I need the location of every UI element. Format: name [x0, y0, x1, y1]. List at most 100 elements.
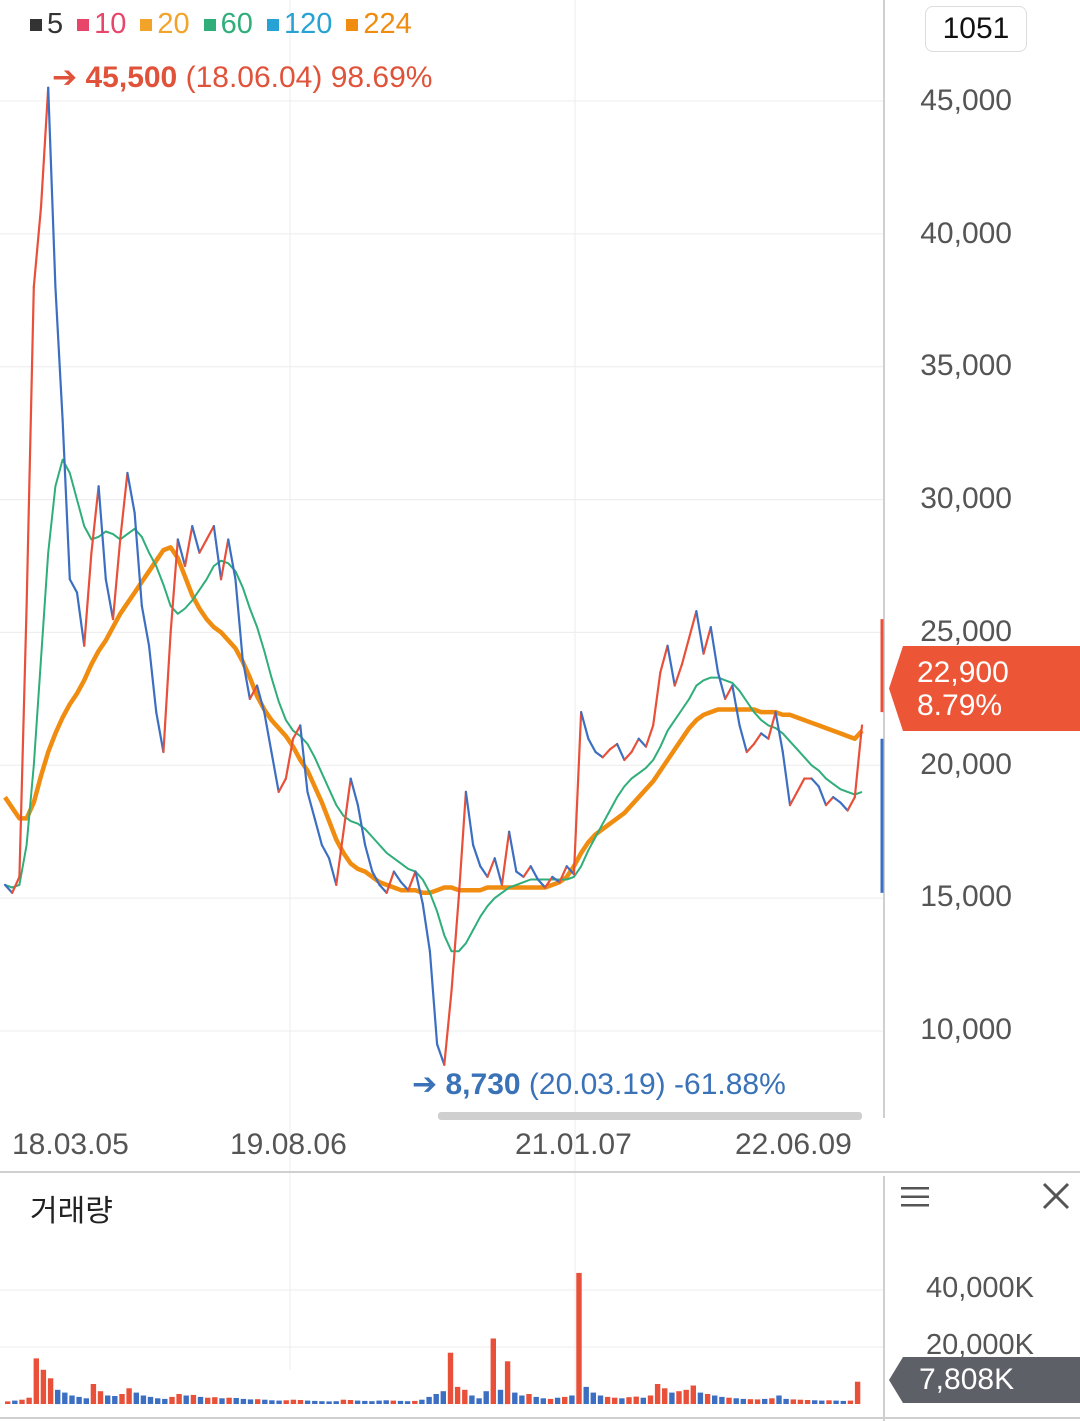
price-segment	[616, 742, 626, 762]
volume-bar	[440, 1391, 446, 1404]
volume-bar	[262, 1399, 268, 1404]
y-tick-label: 45,000	[920, 84, 1012, 117]
scroll-bar[interactable]	[438, 1112, 862, 1120]
volume-bar	[790, 1399, 796, 1404]
volume-bar	[133, 1392, 139, 1404]
price-segment	[90, 485, 100, 554]
close-icon[interactable]	[1040, 1180, 1072, 1212]
price-segment	[83, 551, 93, 647]
legend-ma-5[interactable]: 5	[30, 8, 63, 41]
price-segment	[399, 881, 410, 892]
volume-bar	[376, 1400, 382, 1404]
price-segment	[248, 684, 259, 700]
volume-bar	[90, 1384, 97, 1404]
legend-ma-120[interactable]: 120	[266, 8, 332, 41]
volume-bar	[155, 1398, 161, 1404]
volume-bar	[712, 1395, 718, 1404]
price-segment	[457, 790, 468, 900]
legend-swatch	[203, 18, 216, 31]
price-segment	[205, 525, 215, 541]
price-segment	[320, 843, 331, 860]
price-segment	[349, 777, 359, 807]
volume-bar	[704, 1394, 711, 1404]
volume-bar	[562, 1396, 568, 1404]
price-segment	[263, 711, 273, 754]
volume-bar	[33, 1358, 39, 1404]
price-segment	[191, 525, 201, 554]
price-segment	[378, 883, 388, 894]
legend-ma-224[interactable]: 224	[346, 8, 412, 41]
volume-bar	[662, 1388, 668, 1404]
price-segment	[436, 1043, 446, 1066]
price-segment	[227, 538, 237, 581]
volume-bar	[654, 1384, 661, 1404]
price-segment	[608, 742, 619, 751]
price-segment	[630, 737, 640, 754]
legend-swatch	[77, 18, 90, 31]
volume-bar	[40, 1369, 47, 1404]
price-segment	[486, 857, 496, 878]
price-segment	[716, 671, 727, 700]
volume-bar	[162, 1398, 168, 1404]
period-count-button[interactable]: 1051	[925, 6, 1027, 52]
price-segment	[299, 724, 309, 793]
price-segment	[371, 870, 381, 886]
price-segment	[839, 801, 849, 812]
price-segment	[536, 878, 547, 889]
volume-bar	[840, 1400, 846, 1404]
price-segment	[119, 471, 129, 541]
legend-ma-10[interactable]: 10	[77, 8, 126, 41]
price-segment	[342, 777, 352, 833]
price-segment	[623, 750, 633, 762]
price-segment	[75, 591, 86, 647]
y-tick-label: 10,000	[920, 1013, 1012, 1046]
price-segment	[544, 875, 554, 889]
price-segment	[11, 875, 21, 894]
menu-icon[interactable]	[900, 1184, 930, 1210]
volume-bars	[5, 1272, 861, 1405]
volume-bar	[69, 1395, 75, 1404]
legend-ma-60[interactable]: 60	[203, 8, 253, 41]
price-segment	[162, 631, 172, 754]
price-segment	[443, 990, 453, 1066]
volume-bar	[304, 1400, 311, 1404]
volume-bar	[754, 1399, 761, 1404]
volume-bar	[533, 1396, 539, 1404]
volume-bar	[612, 1397, 618, 1404]
price-segment	[724, 684, 734, 700]
volume-bar	[619, 1398, 625, 1404]
volume-bar	[669, 1392, 675, 1404]
price-segment	[392, 870, 403, 884]
price-segment	[529, 865, 540, 881]
volume-bar	[783, 1398, 789, 1404]
volume-bar	[683, 1389, 689, 1405]
y-tick-label: 20,000	[920, 748, 1012, 781]
legend-ma-20[interactable]: 20	[140, 8, 190, 41]
volume-bar	[55, 1389, 61, 1405]
price-segment	[176, 538, 187, 568]
price-segment	[111, 538, 122, 621]
price-segment	[788, 790, 799, 807]
volume-bar	[833, 1400, 839, 1404]
price-segment	[104, 578, 115, 621]
y-tick-label: 35,000	[920, 349, 1012, 382]
price-segment	[824, 796, 835, 807]
volume-bar	[590, 1392, 596, 1404]
volume-y-tick-label: 20,000K	[925, 1329, 1034, 1361]
volume-bar	[547, 1398, 554, 1404]
high-annotation: ➔ 45,500 (18.06.04) 98.69%	[52, 60, 432, 95]
price-segment	[255, 684, 266, 714]
y-tick-label: 15,000	[920, 880, 1012, 913]
price-segment	[731, 684, 741, 727]
price-segment	[709, 626, 720, 674]
price-segment	[169, 538, 179, 634]
price-segment	[817, 785, 828, 807]
volume-bar	[483, 1391, 489, 1404]
high-price: 45,500	[85, 61, 178, 94]
volume-bar	[576, 1272, 582, 1404]
price-segment	[580, 711, 590, 740]
price-segment	[673, 663, 684, 687]
volume-bar	[176, 1394, 182, 1404]
volume-bar	[219, 1398, 225, 1404]
